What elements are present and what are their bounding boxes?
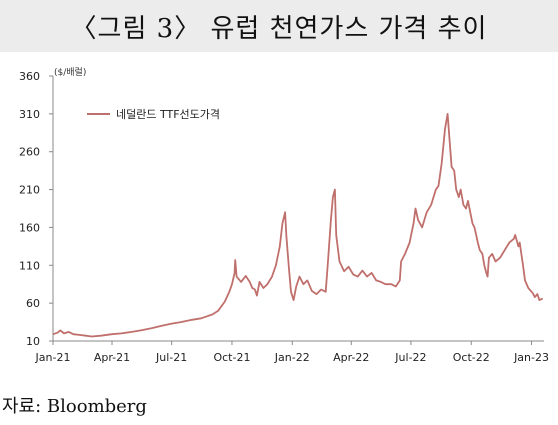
y-tick-label: 160 [19, 221, 40, 234]
x-axis: Jan-21 Apr-21 Jul-21 Oct-21 Jan-22 Apr-22 Jul-… [35, 340, 549, 364]
chart-title: 〈그림 3〉 유럽 천연가스 가격 추이 [70, 13, 488, 44]
series-line-0 [52, 113, 544, 338]
chart-area: ($/배럴) 10 60 110 160 210 260 310 360 Jan-21 Apr-… [19, 67, 549, 364]
y-tick-label: 10 [26, 335, 40, 348]
x-tick-label: Apr-21 [94, 351, 130, 364]
series-group [52, 113, 544, 338]
y-tick-label: 360 [19, 70, 40, 83]
x-tick-label: Jan-22 [274, 351, 310, 364]
x-tick-label: Jan-23 [513, 351, 549, 364]
x-tick-label: Oct-22 [453, 351, 490, 364]
legend: 네덜란드 TTF선도가격 [87, 108, 220, 121]
legend-label-ttf: 네덜란드 TTF선도가격 [116, 108, 220, 121]
y-tick-label: 60 [26, 297, 40, 310]
y-axis-unit-label: ($/배럴) [54, 67, 86, 78]
x-tick-label: Apr-22 [333, 351, 369, 364]
x-tick-label: Jan-21 [35, 351, 71, 364]
y-tick-label: 260 [19, 146, 40, 159]
y-tick-label: 310 [19, 108, 40, 121]
x-tick-label: Jul-22 [394, 351, 426, 364]
source-note: 자료: Bloomberg [2, 396, 147, 417]
x-tick-label: Jul-21 [155, 351, 187, 364]
y-tick-label: 210 [19, 184, 40, 197]
y-tick-label: 110 [19, 259, 40, 272]
title-band: 〈그림 3〉 유럽 천연가스 가격 추이 [0, 0, 558, 52]
y-axis: 10 60 110 160 210 260 310 360 [19, 70, 54, 348]
x-tick-label: Oct-21 [213, 351, 250, 364]
